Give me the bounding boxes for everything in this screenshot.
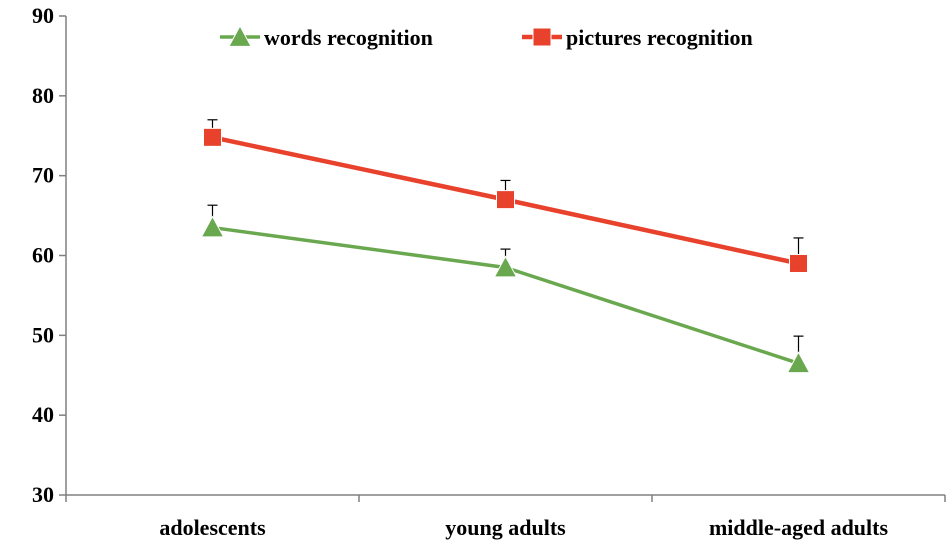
series-1 — [200, 204, 811, 374]
y-tick-label: 70 — [32, 163, 54, 188]
series-2 — [203, 119, 808, 273]
y-tick-label: 60 — [32, 243, 54, 268]
x-tick-label: young adults — [445, 515, 566, 540]
y-tick-label: 90 — [32, 3, 54, 28]
legend-marker — [532, 27, 552, 47]
legend: words recognition pictures recognition — [220, 24, 753, 50]
data-point — [200, 215, 225, 238]
legend-item: pictures recognition — [522, 25, 753, 50]
y-tick-label: 40 — [32, 402, 54, 427]
series-line — [212, 225, 800, 365]
legend-item: words recognition — [220, 24, 433, 50]
data-point — [493, 255, 518, 278]
x-axis-labels: adolescents young adults middle-aged adult… — [65, 495, 946, 540]
legend-label: pictures recognition — [566, 25, 753, 50]
data-point — [203, 127, 222, 147]
y-tick-label: 50 — [32, 322, 54, 347]
legend-label: words recognition — [264, 25, 433, 50]
legend-marker — [228, 24, 252, 47]
data-point — [496, 190, 515, 210]
x-tick-label: adolescents — [159, 515, 266, 540]
series-layer — [200, 119, 811, 374]
data-point — [786, 351, 811, 374]
y-axis-ticks: 30 40 50 60 70 80 90 — [32, 3, 66, 507]
y-tick-label: 80 — [32, 83, 54, 108]
data-point — [789, 253, 808, 273]
x-tick-label: middle-aged adults — [709, 515, 889, 540]
y-tick-label: 30 — [32, 482, 54, 507]
